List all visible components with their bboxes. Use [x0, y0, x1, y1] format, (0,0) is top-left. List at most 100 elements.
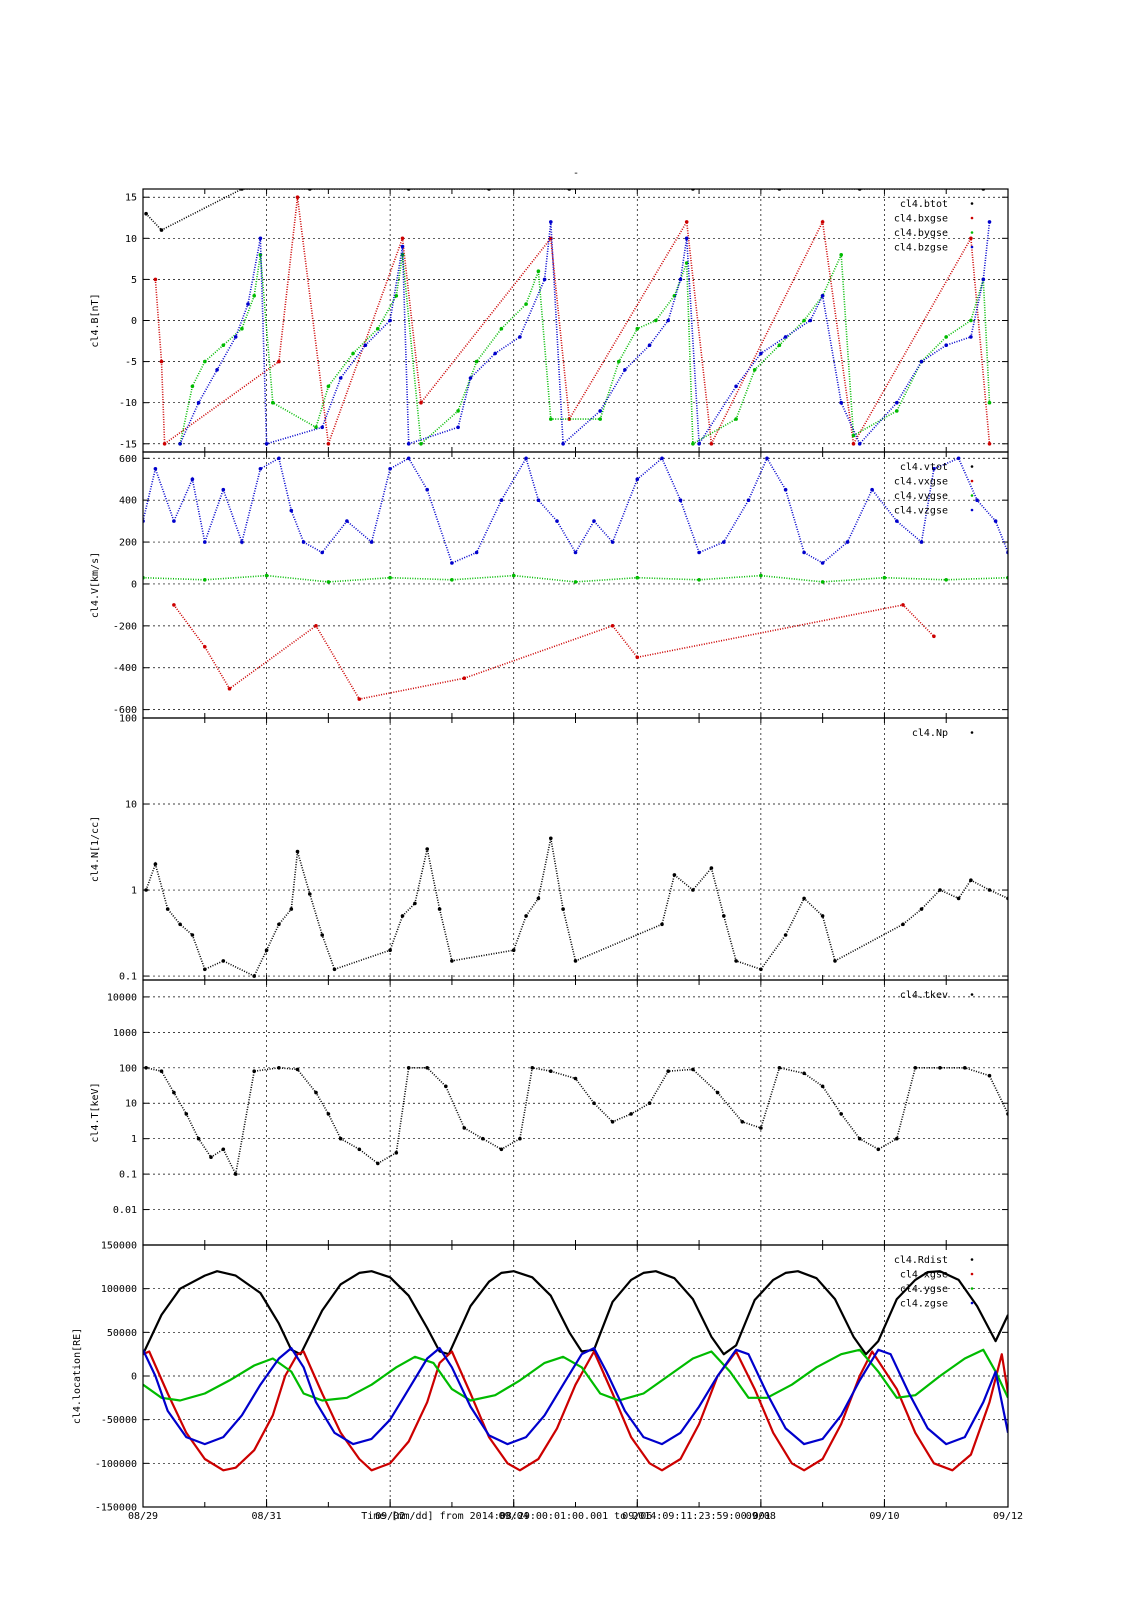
data-point [144, 211, 148, 216]
data-point [345, 519, 349, 523]
data-point [963, 1066, 967, 1070]
data-point [144, 888, 148, 892]
data-point [326, 442, 331, 446]
data-point [882, 575, 887, 580]
x-tick-label: 08/31 [252, 1511, 282, 1522]
x-tick-label: 09/04 [499, 1511, 529, 1522]
data-point [956, 456, 961, 461]
data-point [221, 487, 226, 492]
y-tick-label: -600 [113, 705, 137, 716]
data-point [308, 892, 312, 896]
data-point [536, 498, 541, 503]
data-point [635, 477, 640, 482]
data-point [987, 220, 992, 224]
data-point [549, 220, 553, 224]
data-point [518, 1136, 522, 1141]
data-point [549, 836, 553, 841]
data-point [184, 1112, 189, 1116]
panel-frame [142, 979, 1009, 1246]
data-point [203, 540, 207, 544]
legend-marker [970, 1258, 974, 1261]
data-point [524, 456, 528, 461]
y-tick-label: 50000 [107, 1328, 137, 1339]
data-point [684, 236, 689, 241]
data-point [691, 442, 695, 446]
data-point [178, 922, 182, 927]
x-tick-label: 09/02 [375, 1511, 405, 1522]
data-point [573, 959, 578, 963]
series-trace [143, 574, 1008, 583]
data-point [783, 933, 788, 937]
data-point [258, 467, 263, 471]
data-point [857, 1136, 862, 1141]
legend-marker [970, 245, 974, 249]
series-cl4-btot [144, 189, 986, 232]
data-point [518, 335, 522, 339]
data-point [203, 967, 207, 972]
data-point [895, 519, 899, 523]
data-point [320, 933, 325, 937]
y-tick-label: 600 [119, 454, 137, 465]
y-tick-label: 10 [125, 800, 137, 811]
data-point [839, 1112, 843, 1116]
data-point [289, 907, 294, 911]
data-point [450, 959, 454, 963]
data-point [314, 425, 318, 430]
y-tick-label: -15 [119, 439, 137, 450]
data-point [289, 508, 294, 513]
data-point [462, 676, 467, 680]
y-tick-label: -200 [113, 621, 137, 632]
legend-label: cl4.bxgse [894, 214, 948, 225]
data-point [536, 269, 541, 274]
data-point [357, 697, 362, 701]
y-tick-label: 0.1 [119, 1170, 137, 1181]
y-tick-label: -400 [113, 663, 137, 674]
data-point [153, 862, 158, 866]
data-point [481, 1136, 485, 1141]
y-tick-label: 150000 [101, 1241, 137, 1252]
y-tick-label: 5 [131, 275, 137, 286]
x-axis: 08/29 08/31 09/02 09/04 09/06 09/08 09/10 09/12 [128, 1499, 1023, 1522]
data-point [252, 1069, 256, 1073]
data-point [499, 1147, 504, 1152]
data-point [746, 498, 751, 503]
x-tick-label: 08/29 [128, 1511, 158, 1522]
y-tick-label: 15 [125, 193, 137, 204]
data-point [567, 417, 572, 421]
data-point [400, 236, 405, 241]
data-point [320, 550, 325, 555]
data-point [277, 359, 281, 364]
data-point [159, 1069, 164, 1073]
data-point [691, 1067, 695, 1072]
data-point [190, 384, 195, 389]
data-point [144, 1066, 148, 1070]
data-point [450, 578, 454, 582]
data-point [165, 907, 170, 911]
panel-frame [142, 717, 1009, 981]
data-point [969, 236, 973, 241]
data-point [172, 519, 176, 523]
data-point [660, 456, 664, 461]
data-point [820, 1084, 825, 1089]
data-point [969, 318, 973, 323]
x-tick-label: 09/10 [869, 1511, 899, 1522]
series-trace [143, 456, 1008, 565]
data-point [759, 967, 763, 972]
data-point [196, 400, 201, 405]
data-point [221, 959, 226, 963]
y-tick-label: 1 [131, 886, 137, 897]
data-point [672, 873, 677, 877]
data-point [969, 878, 973, 882]
data-point [394, 294, 399, 298]
series-cl4-bxgse [153, 195, 992, 447]
data-point [190, 933, 195, 937]
y-tick-label: 0 [131, 1372, 137, 1383]
series-trace [179, 254, 991, 446]
data-point [357, 1147, 362, 1152]
data-point [338, 1136, 343, 1141]
data-point [369, 540, 374, 544]
data-point [209, 1155, 213, 1159]
data-point [549, 417, 553, 421]
legend-label: cl4.btot [900, 199, 948, 210]
data-point [227, 686, 232, 691]
